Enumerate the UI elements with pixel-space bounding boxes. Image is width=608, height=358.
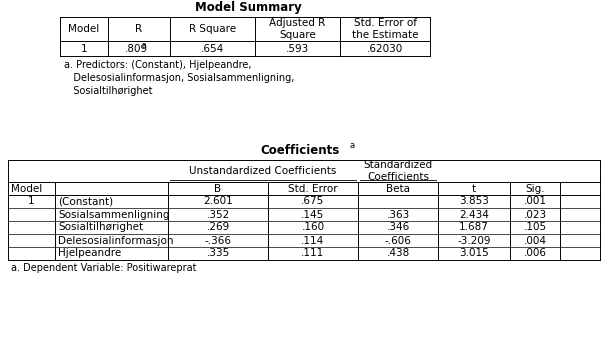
Text: Delesosialinformasjon: Delesosialinformasjon xyxy=(58,236,173,246)
Text: Model: Model xyxy=(68,24,100,34)
Text: R: R xyxy=(136,24,142,34)
Text: 1: 1 xyxy=(28,197,35,207)
Text: Model: Model xyxy=(11,184,42,194)
Text: Model Summary: Model Summary xyxy=(195,0,302,14)
Text: .105: .105 xyxy=(523,223,547,232)
Text: .269: .269 xyxy=(206,223,230,232)
Text: Adjusted R
Square: Adjusted R Square xyxy=(269,18,326,40)
Text: a: a xyxy=(350,141,354,150)
Text: 2.434: 2.434 xyxy=(459,209,489,219)
Text: .335: .335 xyxy=(206,248,230,258)
Text: .001: .001 xyxy=(523,197,547,207)
Text: Sig.: Sig. xyxy=(525,184,545,194)
Text: .654: .654 xyxy=(201,44,224,53)
Text: .346: .346 xyxy=(386,223,410,232)
Text: .006: .006 xyxy=(523,248,547,258)
Text: 3.853: 3.853 xyxy=(459,197,489,207)
Text: B: B xyxy=(215,184,221,194)
Text: Sosialtilhørighet: Sosialtilhørighet xyxy=(58,223,143,232)
Text: 1.687: 1.687 xyxy=(459,223,489,232)
Text: Unstandardized Coefficients: Unstandardized Coefficients xyxy=(189,166,337,176)
Text: Hjelpeandre: Hjelpeandre xyxy=(58,248,121,258)
Text: .004: .004 xyxy=(523,236,547,246)
Text: .809: .809 xyxy=(125,44,148,53)
Text: .114: .114 xyxy=(302,236,325,246)
Text: .62030: .62030 xyxy=(367,44,403,53)
Text: R Square: R Square xyxy=(189,24,236,34)
Text: .438: .438 xyxy=(386,248,410,258)
Text: Sosialsammenligning: Sosialsammenligning xyxy=(58,209,170,219)
Text: t: t xyxy=(472,184,476,194)
Text: a. Dependent Variable: Positiwareprat: a. Dependent Variable: Positiwareprat xyxy=(11,263,196,273)
Text: a: a xyxy=(142,41,147,50)
Text: 1: 1 xyxy=(81,44,88,53)
Text: (Constant): (Constant) xyxy=(58,197,113,207)
Text: .145: .145 xyxy=(302,209,325,219)
Text: .111: .111 xyxy=(302,248,325,258)
Text: 2.601: 2.601 xyxy=(203,197,233,207)
Text: -.606: -.606 xyxy=(385,236,412,246)
Text: .675: .675 xyxy=(302,197,325,207)
Text: .352: .352 xyxy=(206,209,230,219)
Text: Std. Error of
the Estimate: Std. Error of the Estimate xyxy=(352,18,418,40)
Text: 3.015: 3.015 xyxy=(459,248,489,258)
Text: Standardized
Coefficients: Standardized Coefficients xyxy=(364,160,432,182)
Text: .160: .160 xyxy=(302,223,325,232)
Text: Std. Error: Std. Error xyxy=(288,184,338,194)
Text: .023: .023 xyxy=(523,209,547,219)
Text: -.366: -.366 xyxy=(204,236,232,246)
Text: Beta: Beta xyxy=(386,184,410,194)
Text: -3.209: -3.209 xyxy=(457,236,491,246)
Text: .593: .593 xyxy=(286,44,309,53)
Text: a. Predictors: (Constant), Hjelpeandre,
   Delesosialinformasjon, Sosialsammenli: a. Predictors: (Constant), Hjelpeandre, … xyxy=(64,60,294,96)
Text: .363: .363 xyxy=(386,209,410,219)
Text: Coefficients: Coefficients xyxy=(260,144,340,156)
